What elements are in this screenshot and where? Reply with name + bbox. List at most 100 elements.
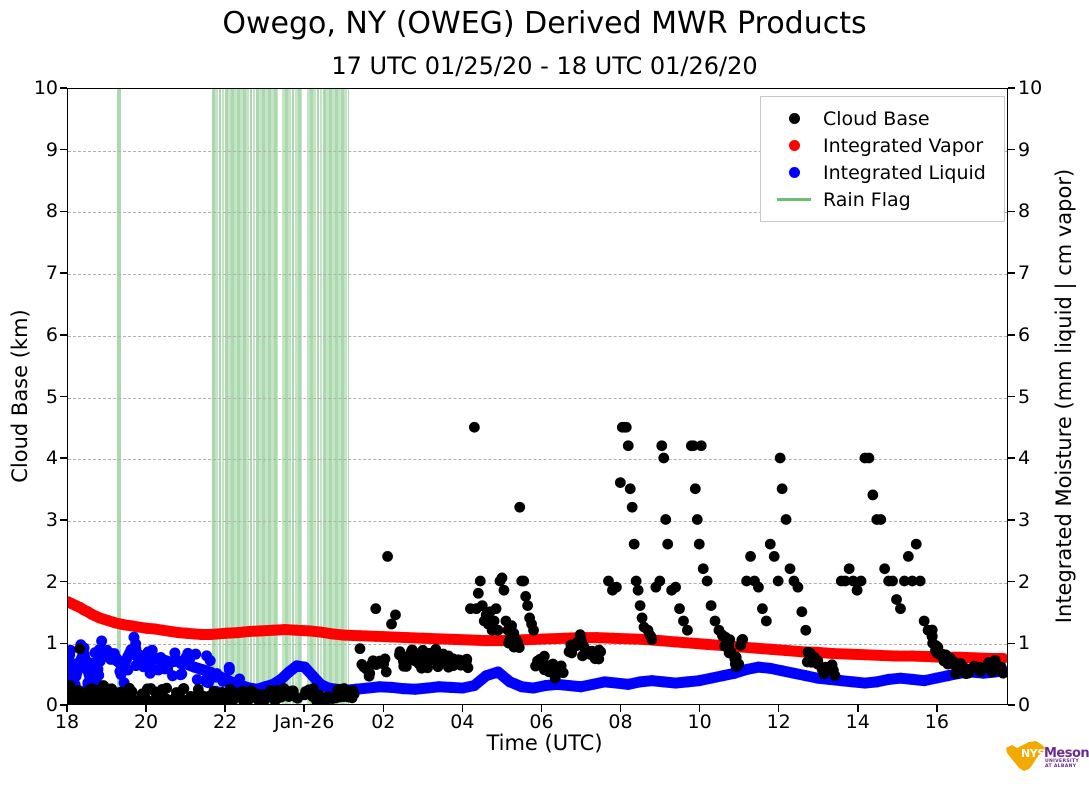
- integrated-liquid-point: [176, 668, 188, 680]
- cloud-base-point: [705, 600, 717, 611]
- integrated-liquid-point: [204, 655, 216, 667]
- integrated-liquid-point: [705, 672, 717, 684]
- cloud-base-point: [678, 615, 689, 627]
- y-tick-mark-left: [60, 334, 67, 336]
- logo-mesonet-text: Mesonet: [1044, 746, 1089, 761]
- cloud-base-point: [735, 639, 747, 651]
- integrated-liquid-point: [200, 675, 212, 687]
- integrated-liquid-point: [468, 680, 480, 692]
- cloud-base-point: [522, 600, 534, 611]
- y-tick-label-right: 7: [1018, 262, 1031, 285]
- cloud-base-point: [553, 663, 565, 675]
- y-axis-label-right: Integrated Moisture (mm liquid | cm vapo…: [1052, 168, 1076, 624]
- integrated-liquid-point: [169, 647, 181, 659]
- integrated-vapor-point: [212, 628, 224, 640]
- cloud-base-point: [171, 689, 182, 701]
- cloud-base-point: [891, 594, 902, 605]
- cloud-base-point: [461, 653, 473, 665]
- cloud-base-point: [472, 587, 484, 599]
- integrated-vapor-point: [528, 633, 540, 645]
- cloud-base-point: [364, 667, 376, 679]
- integrated-liquid-point: [409, 683, 421, 695]
- legend-label: Integrated Vapor: [823, 134, 984, 157]
- y-tick-label-left: 10: [33, 77, 58, 99]
- cloud-base-point: [768, 551, 780, 562]
- cloud-base-point: [867, 489, 879, 501]
- rain-flag-band: [261, 89, 265, 704]
- rain-flag-band: [325, 89, 329, 704]
- cloud-base-point: [390, 609, 401, 621]
- cloud-base-point: [843, 563, 855, 575]
- cloud-base-point: [614, 477, 626, 488]
- integrated-vapor-point: [386, 631, 398, 643]
- integrated-vapor-point: [188, 628, 200, 640]
- cloud-base-point: [492, 624, 504, 636]
- integrated-liquid-point: [457, 682, 469, 694]
- integrated-vapor-point: [279, 624, 291, 636]
- integrated-liquid-point: [190, 648, 202, 660]
- rain-flag-band: [258, 89, 262, 704]
- x-tick-mark: [303, 705, 306, 712]
- y-tick-label-left: 0: [45, 694, 58, 716]
- integrated-liquid-point: [234, 673, 245, 685]
- cloud-base-point: [632, 584, 644, 596]
- y-tick-label-right: 4: [1018, 447, 1031, 470]
- legend-item[interactable]: Rain Flag: [771, 186, 994, 213]
- rain-flag-band: [243, 89, 247, 704]
- cloud-base-point: [656, 440, 668, 452]
- legend-item[interactable]: Integrated Liquid: [771, 159, 994, 186]
- x-tick-label: 10: [687, 711, 712, 733]
- integrated-liquid-point: [516, 681, 528, 693]
- cloud-base-point: [161, 694, 173, 704]
- x-tick-label: 18: [54, 711, 80, 733]
- cloud-base-point: [342, 691, 354, 703]
- integrated-liquid-point: [275, 673, 287, 685]
- integrated-vapor-point: [204, 629, 216, 640]
- cloud-base-point: [955, 658, 966, 669]
- legend-item[interactable]: Cloud Base: [771, 105, 994, 132]
- integrated-vapor-point: [267, 624, 279, 636]
- cloud-base-point: [745, 551, 756, 562]
- integrated-vapor-point: [875, 649, 887, 661]
- integrated-vapor-point: [180, 627, 192, 639]
- integrated-vapor-point: [401, 632, 413, 644]
- rain-flag-band: [341, 89, 345, 704]
- cloud-base-point: [156, 683, 168, 695]
- cloud-base-point: [538, 650, 550, 662]
- y-tick-label-left: 6: [45, 323, 58, 346]
- rain-flag-band: [294, 89, 298, 704]
- cloud-base-point: [895, 603, 906, 615]
- integrated-vapor-point: [449, 633, 461, 645]
- data-series-canvas: [68, 421, 1007, 704]
- cloud-base-point: [847, 575, 859, 587]
- integrated-vapor-point: [843, 648, 855, 660]
- integrated-liquid-point: [528, 682, 540, 694]
- cloud-base-point: [593, 653, 605, 665]
- rain-flag-band: [240, 89, 244, 704]
- integrated-liquid-point: [445, 681, 457, 693]
- integrated-liquid-point: [108, 648, 120, 660]
- cloud-base-point: [963, 667, 974, 679]
- rain-flag-band: [328, 89, 332, 704]
- rain-flag-band: [234, 89, 237, 704]
- y-tick-label-right: 10: [1018, 77, 1043, 99]
- legend-item[interactable]: Integrated Vapor: [771, 132, 994, 159]
- cloud-base-point: [490, 603, 502, 615]
- cloud-base-point: [660, 514, 672, 525]
- cloud-base-point: [303, 684, 315, 696]
- x-tick-mark: [461, 705, 464, 712]
- rain-flag-band: [297, 89, 301, 704]
- x-axis-label: Time (UTC): [486, 731, 603, 755]
- cloud-base-point: [520, 590, 532, 602]
- integrated-vapor-point: [685, 637, 697, 649]
- y-tick-label-left: 4: [45, 447, 58, 470]
- rain-flag-band: [332, 89, 335, 704]
- cloud-base-point: [887, 575, 898, 587]
- integrated-liquid-point: [634, 676, 646, 688]
- y-tick-mark-right: [1008, 395, 1015, 398]
- integrated-liquid-point: [871, 676, 883, 688]
- integrated-liquid-point: [115, 669, 127, 680]
- cloud-base-point: [682, 624, 693, 636]
- integrated-liquid-point: [155, 651, 167, 663]
- integrated-liquid-point: [191, 674, 203, 686]
